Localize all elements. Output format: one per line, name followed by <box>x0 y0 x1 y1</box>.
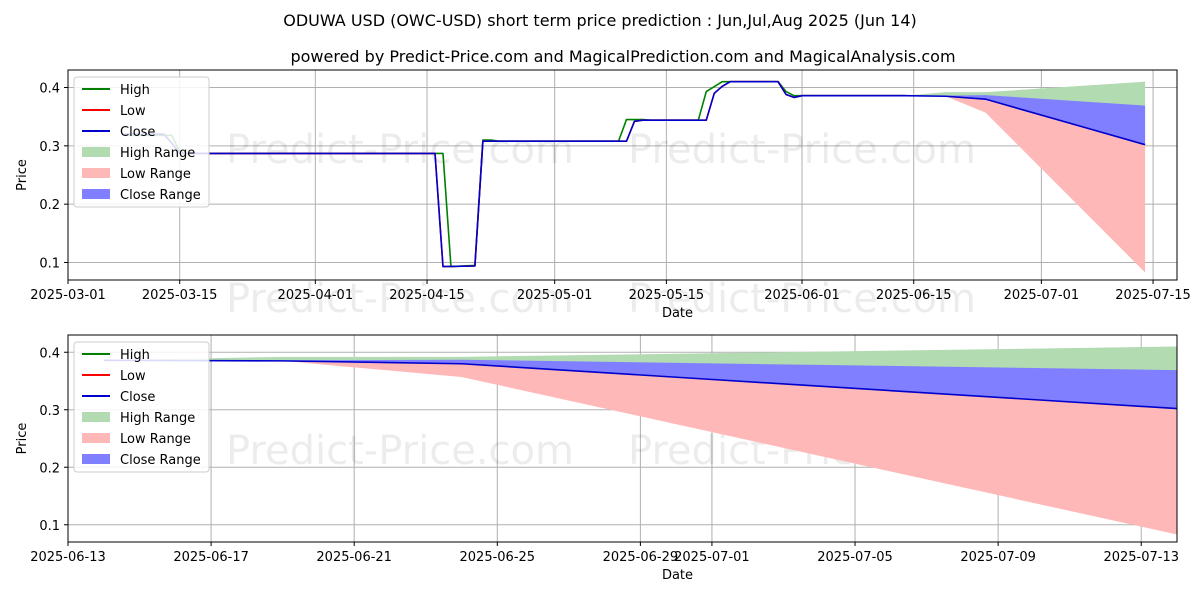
legend-swatch-low-range <box>82 168 110 178</box>
close-range-band <box>103 359 1178 409</box>
legend-swatch-close-range <box>82 189 110 199</box>
x-tick-label: 2025-05-15 <box>629 288 705 303</box>
x-tick-label: 2025-03-01 <box>30 288 106 303</box>
y-tick-label: 0.4 <box>39 82 60 97</box>
low-range-band <box>905 95 1146 273</box>
legend-swatch-high-range <box>82 147 110 157</box>
x-tick-label: 2025-06-13 <box>30 550 106 565</box>
close-range-band <box>905 95 1146 145</box>
legend-swatch-close-range <box>82 454 110 464</box>
legend-label: Low Range <box>120 432 191 447</box>
legend-swatch-low-range <box>82 433 110 443</box>
plot-frame <box>67 334 1178 543</box>
legend-label: Close <box>120 390 155 405</box>
x-tick-label: 2025-07-15 <box>1115 288 1191 303</box>
legend-label: Close Range <box>120 453 201 468</box>
x-tick-label: 2025-07-13 <box>1103 550 1179 565</box>
legend-swatch-high-range <box>82 412 110 422</box>
chart-title: ODUWA USD (OWC-USD) short term price pre… <box>283 11 917 30</box>
x-axis-label: Date <box>662 306 693 321</box>
x-tick-label: 2025-07-01 <box>1004 288 1080 303</box>
legend-label: High <box>120 83 150 98</box>
x-tick-label: 2025-06-29 <box>603 550 679 565</box>
x-tick-label: 2025-07-05 <box>817 550 893 565</box>
legend-label: Low Range <box>120 167 191 182</box>
x-tick-label: 2025-03-15 <box>142 288 218 303</box>
legend-label: High <box>120 348 150 363</box>
watermark-text: Predict-Price.com <box>226 127 574 173</box>
x-tick-label: 2025-06-01 <box>764 288 840 303</box>
legend-label: Low <box>120 369 146 384</box>
y-tick-label: 0.2 <box>39 461 60 476</box>
y-axis-label: Price <box>15 159 30 191</box>
x-tick-label: 2025-04-01 <box>278 288 354 303</box>
plot-frame <box>67 69 1178 281</box>
legend-label: Close Range <box>120 188 201 203</box>
upper-chart-panel: Predict-Price.com Predict-Price.com Predic… <box>15 69 1191 322</box>
y-tick-label: 0.3 <box>39 404 60 419</box>
legend-label: Low <box>120 104 146 119</box>
legend-label: Close <box>120 125 155 140</box>
watermark-text: Predict-Price.com <box>226 276 574 322</box>
y-tick-label: 0.2 <box>39 198 60 213</box>
y-tick-label: 0.1 <box>39 519 60 534</box>
x-tick-label: 2025-06-17 <box>173 550 249 565</box>
x-axis-label: Date <box>662 568 693 583</box>
x-tick-label: 2025-07-09 <box>960 550 1036 565</box>
x-tick-label: 2025-06-15 <box>876 288 952 303</box>
lower-chart-panel: Predict-Price.comPredict-Price.com2025-0… <box>15 334 1179 583</box>
watermark-text: Predict-Price.com <box>226 428 574 474</box>
y-axis-label: Price <box>15 423 30 455</box>
chart-subtitle: powered by Predict-Price.com and Magical… <box>290 47 955 66</box>
y-tick-label: 0.3 <box>39 140 60 155</box>
x-tick-label: 2025-06-25 <box>460 550 536 565</box>
y-tick-label: 0.1 <box>39 257 60 272</box>
x-tick-label: 2025-05-01 <box>517 288 593 303</box>
low-range-band <box>103 360 1178 535</box>
legend-label: High Range <box>120 411 195 426</box>
x-tick-label: 2025-04-15 <box>389 288 465 303</box>
low-series-line <box>123 80 906 268</box>
watermark-text: Predict-Price.com <box>628 127 976 173</box>
legend-label: High Range <box>120 146 195 161</box>
y-tick-label: 0.4 <box>39 346 60 361</box>
x-tick-label: 2025-06-21 <box>316 550 392 565</box>
high-series-line <box>123 80 906 268</box>
x-tick-label: 2025-07-01 <box>674 550 750 565</box>
close-series-line <box>123 80 1146 268</box>
